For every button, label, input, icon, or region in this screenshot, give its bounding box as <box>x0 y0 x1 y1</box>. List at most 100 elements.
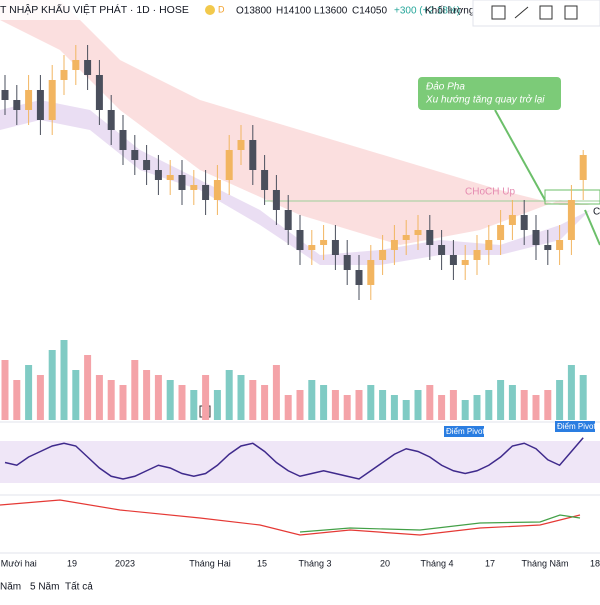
volume-bar <box>438 395 446 420</box>
pivot-label: Điểm Pivot <box>446 427 485 436</box>
candle-body <box>72 60 80 70</box>
volume-bar <box>95 375 103 420</box>
candle-body <box>308 245 316 250</box>
candle-body <box>284 210 292 230</box>
volume-bar <box>473 395 481 420</box>
volume-bar <box>343 395 351 420</box>
volume-bar <box>202 375 210 420</box>
candle-body <box>154 170 162 180</box>
arrow <box>584 209 600 246</box>
candle-body <box>520 215 528 230</box>
volume-bar <box>1 360 9 420</box>
candle-body <box>414 230 422 235</box>
volume-bar <box>414 390 422 420</box>
candle-body <box>166 175 174 180</box>
x-tick-label: 2023 <box>115 558 135 568</box>
volume-bar <box>119 385 127 420</box>
candle-body <box>1 90 9 100</box>
candle-body <box>390 240 398 250</box>
candle-body <box>497 225 505 240</box>
volume-label: Khối lượng1 <box>425 5 480 17</box>
x-tick-label: 20 <box>380 558 390 568</box>
callout-text: Xu hướng tăng quay trở lại <box>425 94 545 106</box>
tool-icon[interactable] <box>564 5 578 20</box>
x-tick-label: Tháng Hai <box>189 558 231 568</box>
volume-bar <box>178 385 186 420</box>
drawing-toolbar <box>472 0 600 27</box>
volume-bar <box>532 395 540 420</box>
volume-bar <box>367 385 375 420</box>
volume-bar <box>213 390 221 420</box>
volume-bar <box>166 380 174 420</box>
candle-body <box>473 250 481 260</box>
volume-bar <box>461 400 469 420</box>
oscillator-line <box>4 437 584 480</box>
candle-body <box>367 260 375 285</box>
pivot-tag <box>555 421 595 432</box>
close: C14050 <box>352 6 387 17</box>
volume-bar <box>284 395 292 420</box>
volume-bar <box>449 390 457 420</box>
cloud <box>0 0 590 245</box>
candle-body <box>131 150 139 160</box>
volume-bar <box>190 390 198 420</box>
volume-bar <box>48 350 56 420</box>
candle-body <box>95 75 103 110</box>
candle-body <box>249 140 257 170</box>
candle-body <box>402 235 410 240</box>
x-tick-label: g Mười hai <box>0 558 37 568</box>
candle-body <box>355 270 363 285</box>
candle-body <box>261 170 269 190</box>
volume-bar <box>544 390 552 420</box>
candle-body <box>272 190 280 210</box>
volume-bar <box>390 395 398 420</box>
toolbar-bg <box>0 576 600 600</box>
badge: D <box>218 4 225 14</box>
volume-bar <box>426 385 434 420</box>
candle-body <box>119 130 127 150</box>
tool-icon[interactable] <box>491 5 506 20</box>
volume-bar <box>296 390 304 420</box>
candle-body <box>331 240 339 255</box>
candle-body <box>60 70 68 80</box>
range-button[interactable]: 5 Năm <box>30 582 59 593</box>
badge-dot <box>205 5 215 15</box>
candle-body <box>320 240 328 245</box>
volume-bar <box>25 365 33 420</box>
volume-bar <box>320 385 328 420</box>
candle-body <box>84 60 92 75</box>
volume-bar <box>556 380 564 420</box>
arrow <box>494 109 546 201</box>
volume-bar <box>485 390 493 420</box>
candle-body <box>379 250 387 260</box>
x-tick-label: 19 <box>67 558 77 568</box>
range-button[interactable]: Năm <box>0 582 21 593</box>
x-tick-label: 17 <box>485 558 495 568</box>
tool-icon[interactable] <box>539 5 553 20</box>
choch-label: CHoCH Up <box>465 187 515 198</box>
lower-line <box>0 499 581 536</box>
volume-bar <box>107 380 115 420</box>
volume-bar <box>331 390 339 420</box>
candle-body <box>438 245 446 255</box>
candle-body <box>36 90 44 120</box>
pivot-label: Điểm Pivot <box>557 422 596 431</box>
pivot-tag <box>444 426 484 437</box>
volume-bar <box>143 370 151 420</box>
volume-bar <box>379 390 387 420</box>
open: O13800 <box>236 6 272 17</box>
candle-body <box>485 240 493 250</box>
candle-body <box>13 100 21 110</box>
volume-bar <box>131 360 139 420</box>
volume-bar <box>237 375 245 420</box>
volume-bar <box>84 355 92 420</box>
x-tick-label: Tháng 3 <box>298 558 331 568</box>
candle-body <box>567 200 575 240</box>
candle-body <box>25 90 33 110</box>
candle-body <box>426 230 434 245</box>
range-button[interactable]: Tất cả <box>65 581 93 593</box>
tool-icon[interactable] <box>514 6 530 19</box>
candle-body <box>190 185 198 190</box>
volume-bar <box>225 370 233 420</box>
